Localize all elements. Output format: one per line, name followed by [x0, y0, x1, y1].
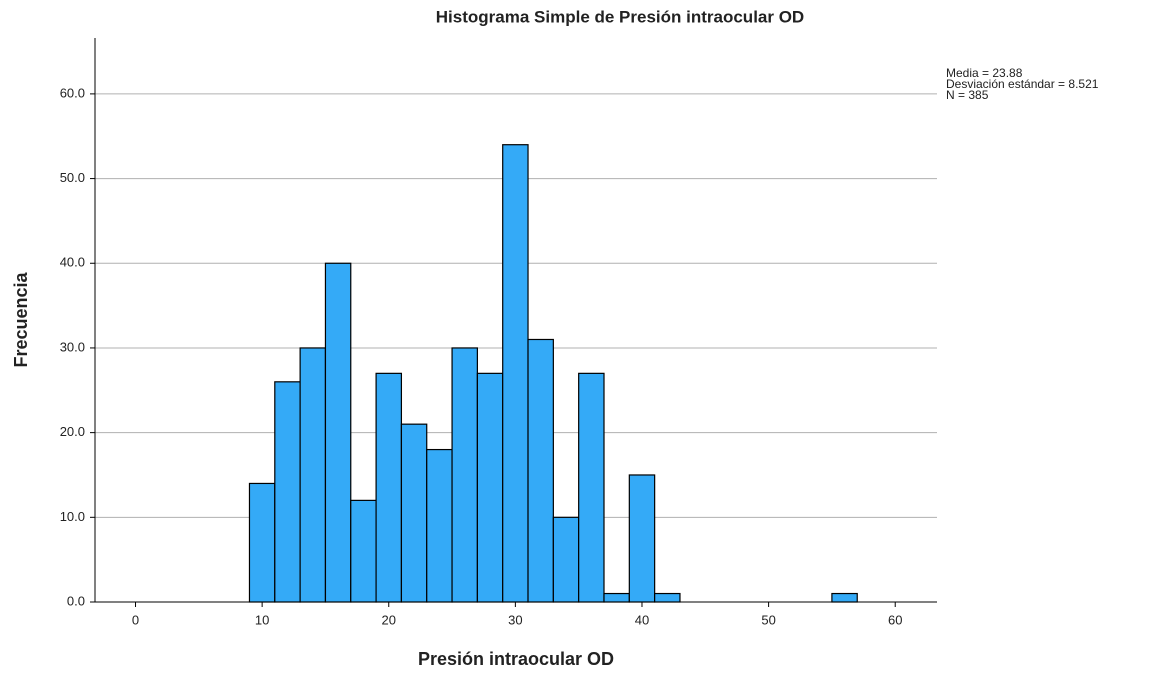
x-tick-label: 60 — [888, 612, 902, 627]
bar — [527, 338, 554, 603]
y-tick-label: 40.0 — [60, 255, 85, 270]
y-tick-label: 60.0 — [60, 85, 85, 100]
stat-text: N = 385 — [946, 88, 989, 102]
bar — [603, 592, 630, 603]
bar — [502, 144, 529, 603]
x-tick-label: 10 — [255, 612, 269, 627]
y-tick-label: 50.0 — [60, 170, 85, 185]
x-axis-label: Presión intraocular OD — [418, 649, 614, 669]
bar — [831, 592, 858, 603]
bar — [654, 592, 681, 603]
bar — [400, 423, 428, 603]
stat-text: Media = 23.88 — [946, 66, 1023, 80]
bar — [476, 372, 504, 603]
x-tick-label: 50 — [761, 612, 775, 627]
bar — [578, 372, 605, 603]
chart-title: Histograma Simple de Presión intraocular… — [436, 7, 804, 26]
y-tick-label: 10.0 — [60, 509, 85, 524]
bar — [426, 448, 453, 603]
bar — [628, 474, 656, 603]
stat-text: Desviación estándar = 8.521 — [946, 77, 1099, 91]
x-tick-label: 40 — [635, 612, 649, 627]
bar — [350, 499, 377, 603]
y-tick-label: 20.0 — [60, 424, 85, 439]
x-tick-label: 0 — [132, 612, 139, 627]
y-tick-label: 0.0 — [67, 593, 85, 608]
bar — [375, 372, 403, 603]
bar — [451, 347, 478, 603]
bar — [324, 262, 352, 603]
x-tick-label: 30 — [508, 612, 522, 627]
x-tick-label: 20 — [382, 612, 396, 627]
bar — [274, 381, 301, 603]
bar — [552, 516, 580, 603]
bar — [248, 482, 276, 603]
y-axis-label: Frecuencia — [11, 271, 31, 367]
y-tick-label: 30.0 — [60, 339, 85, 354]
bar — [299, 347, 327, 603]
